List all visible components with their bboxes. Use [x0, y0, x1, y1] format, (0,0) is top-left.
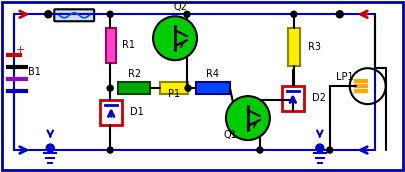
Circle shape	[45, 11, 52, 18]
Bar	[100, 100, 122, 125]
Text: D2: D2	[312, 93, 326, 103]
Text: R3: R3	[308, 42, 321, 52]
Text: +: +	[16, 45, 25, 55]
Circle shape	[153, 16, 197, 60]
Bar	[282, 86, 304, 111]
Text: R4: R4	[207, 69, 220, 79]
Text: LP1: LP1	[336, 72, 354, 82]
Text: Q2: Q2	[173, 2, 187, 12]
Text: B1: B1	[28, 67, 41, 77]
Circle shape	[107, 85, 113, 91]
Circle shape	[107, 11, 113, 17]
Circle shape	[45, 11, 51, 17]
Circle shape	[291, 11, 297, 17]
FancyBboxPatch shape	[54, 9, 94, 21]
Bar	[106, 28, 116, 63]
Circle shape	[46, 144, 54, 152]
Circle shape	[107, 147, 113, 153]
Circle shape	[316, 144, 324, 152]
Bar	[160, 82, 188, 94]
Text: R1: R1	[122, 40, 135, 50]
Text: P1: P1	[168, 89, 180, 99]
Bar	[288, 28, 300, 66]
Bar	[118, 82, 150, 94]
Circle shape	[226, 96, 270, 140]
Bar	[196, 82, 230, 94]
Circle shape	[336, 11, 343, 18]
Circle shape	[327, 147, 333, 153]
Text: R2: R2	[128, 69, 141, 79]
Circle shape	[185, 85, 191, 91]
Circle shape	[184, 11, 190, 17]
Text: -: -	[18, 86, 23, 99]
Text: Q1: Q1	[223, 130, 237, 140]
Circle shape	[257, 147, 263, 153]
Text: D1: D1	[130, 107, 144, 117]
